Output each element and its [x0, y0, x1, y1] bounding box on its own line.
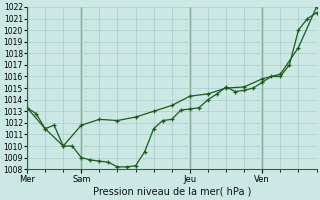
X-axis label: Pression niveau de la mer( hPa ): Pression niveau de la mer( hPa ): [92, 187, 251, 197]
